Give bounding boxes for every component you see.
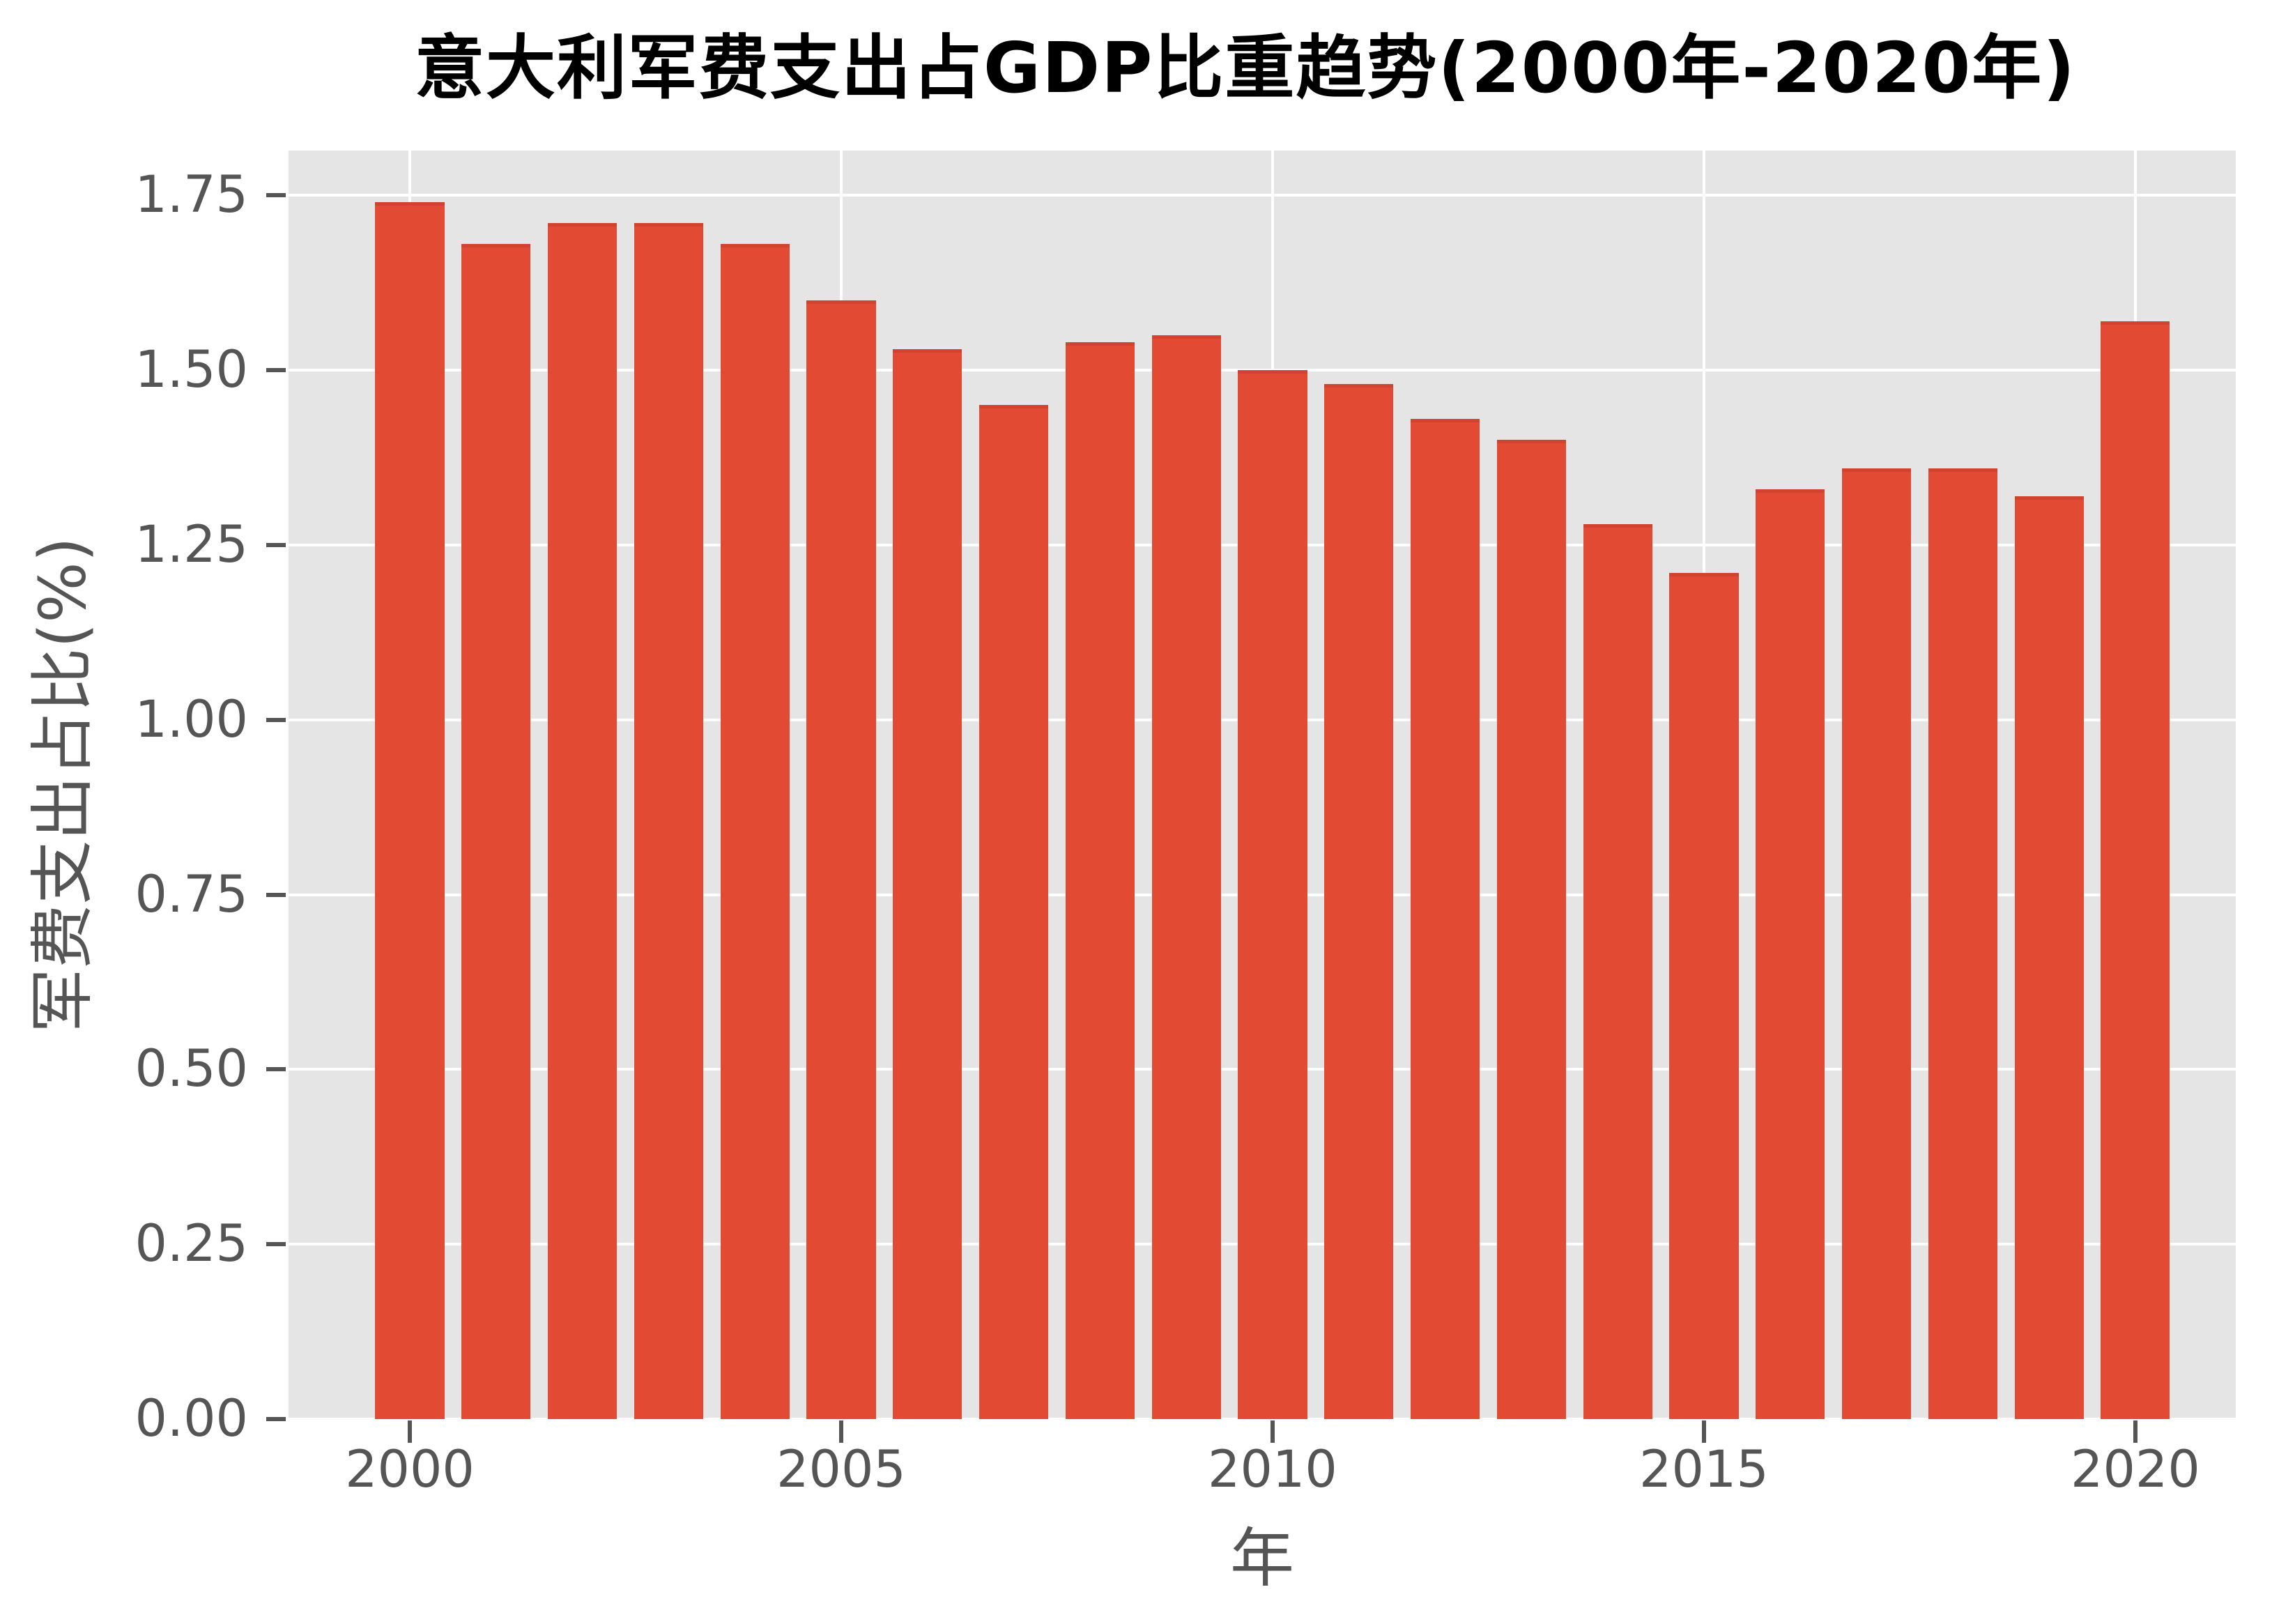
bar (1065, 342, 1135, 1419)
bar (1841, 468, 1912, 1419)
y-tick-label: 1.00 (135, 689, 248, 749)
x-tick-mark (2133, 1420, 2137, 1443)
y-tick-label: 1.75 (135, 165, 248, 225)
bar (978, 405, 1049, 1419)
x-tick-label: 2005 (776, 1440, 906, 1499)
bar (1151, 335, 1221, 1419)
bar (634, 223, 703, 1419)
bar (806, 300, 876, 1419)
bar (2101, 321, 2170, 1419)
y-tick-mark (266, 1417, 286, 1421)
bar (1756, 489, 1825, 1419)
x-tick-mark (838, 1420, 843, 1443)
bar (1238, 370, 1307, 1419)
y-tick-label: 0.50 (135, 1039, 248, 1099)
plot-area (289, 151, 2236, 1420)
bar (893, 348, 962, 1419)
y-tick-label: 0.75 (135, 864, 248, 924)
x-tick-label: 2000 (345, 1440, 475, 1499)
y-axis-title: 军费支出占比(%) (25, 537, 100, 1033)
y-tick-label: 1.25 (135, 514, 248, 574)
y-tick-mark (266, 892, 286, 897)
bar (1410, 419, 1480, 1419)
y-tick-mark (266, 1067, 286, 1072)
bar (2014, 496, 2084, 1419)
bar (1928, 468, 1997, 1419)
bar (1496, 440, 1566, 1419)
x-tick-mark (407, 1420, 412, 1443)
bar (547, 223, 617, 1419)
y-tick-mark (266, 717, 286, 722)
y-tick-mark (266, 193, 286, 198)
x-tick-label: 2010 (1208, 1440, 1337, 1499)
gridline-horizontal (289, 1418, 2236, 1420)
bar (1583, 523, 1652, 1419)
chart-title: 意大利军费支出占GDP比重趋势(2000年-2020年) (415, 27, 2076, 109)
y-tick-label: 0.25 (135, 1214, 248, 1274)
y-tick-label: 0.00 (135, 1389, 248, 1448)
x-tick-label: 2020 (2071, 1440, 2200, 1499)
bar (461, 244, 531, 1419)
y-tick-mark (266, 368, 286, 373)
y-tick-mark (266, 1242, 286, 1247)
x-tick-mark (1270, 1420, 1275, 1443)
x-tick-mark (1701, 1420, 1706, 1443)
bar (720, 244, 790, 1419)
gridline-horizontal (289, 194, 2236, 197)
bar (1669, 573, 1739, 1419)
y-tick-label: 1.50 (135, 340, 248, 400)
y-tick-mark (266, 542, 286, 547)
bar (1324, 384, 1394, 1419)
x-axis-title: 年 (1229, 1521, 1295, 1596)
x-tick-label: 2015 (1639, 1440, 1769, 1499)
bar (375, 202, 445, 1419)
